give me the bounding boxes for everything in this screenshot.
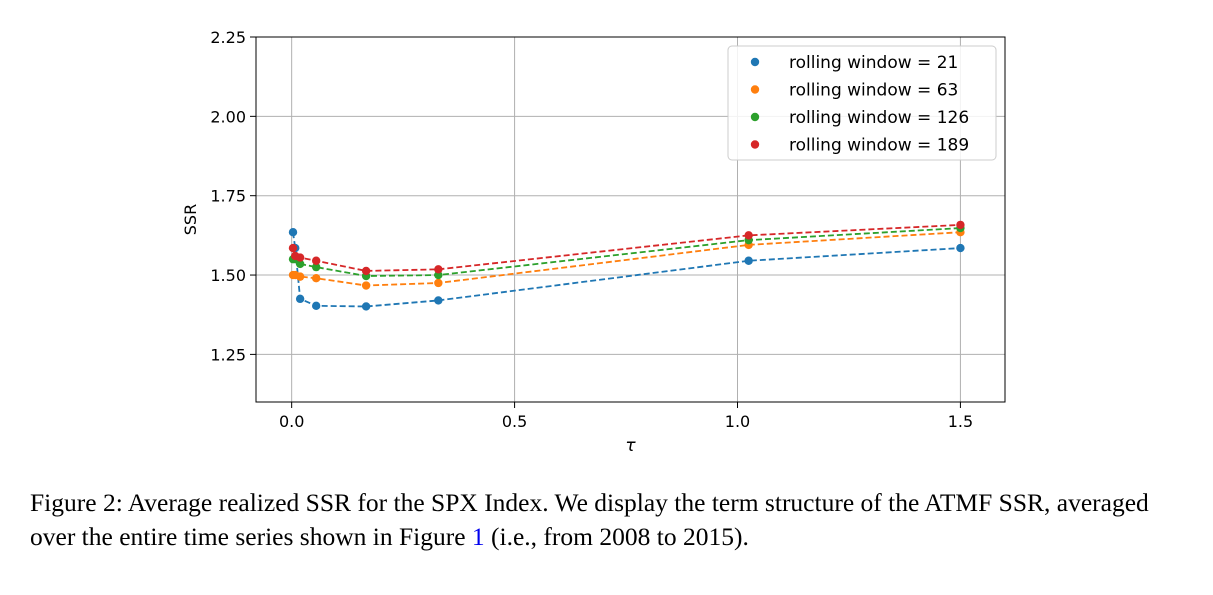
data-point [311, 301, 321, 311]
series-4 [288, 220, 965, 276]
legend-label: rolling window = 21 [789, 53, 958, 73]
data-point [311, 274, 321, 283]
legend: rolling window = 21 rolling window = 63 ro… [727, 45, 997, 161]
series-2 [288, 227, 965, 290]
figure-caption: Figure 2: Average realized SSR for the S… [30, 486, 1190, 554]
x-tick-label: 0.0 [279, 412, 304, 431]
data-point [744, 231, 753, 240]
caption-text-before: Figure 2: Average realized SSR for the S… [30, 488, 1149, 551]
series-layer [288, 220, 965, 311]
caption-text-after: (i.e., from 2008 to 2015). [484, 522, 749, 551]
series-line [292, 224, 961, 272]
legend-item: rolling window = 21 [750, 53, 958, 73]
plot-area-frame [255, 36, 1006, 403]
legend-marker [750, 112, 760, 122]
x-tick-label: 0.5 [502, 412, 527, 431]
legend-marker [750, 57, 760, 67]
legend-marker [750, 140, 760, 149]
y-tick-label: 1.25 [210, 345, 246, 364]
series-3 [288, 223, 965, 281]
legend-item: rolling window = 63 [750, 81, 958, 101]
y-tick-label: 2.25 [210, 28, 246, 47]
ssr-chart: 0.0 0.5 1.0 1.5 1.25 1.50 1.75 2.00 2.25 τ SSR r… [181, 28, 1006, 456]
x-axis-label: τ [625, 436, 636, 456]
legend-marker [750, 85, 760, 94]
series-line [293, 231, 961, 287]
data-point [288, 243, 298, 253]
legend-label: rolling window = 189 [789, 136, 969, 156]
y-axis-label: SSR [181, 204, 200, 235]
x-tick-label: 1.0 [725, 412, 750, 431]
axes: 0.0 0.5 1.0 1.5 1.25 1.50 1.75 2.00 2.25 [210, 28, 973, 431]
data-point [295, 253, 305, 262]
data-point [311, 256, 321, 265]
data-point [295, 294, 305, 304]
legend-item: rolling window = 189 [750, 136, 969, 156]
data-point [361, 266, 371, 276]
figure-reference-link[interactable]: 1 [471, 522, 485, 551]
data-point [361, 281, 371, 290]
data-point [295, 259, 305, 269]
series-line [293, 227, 961, 277]
legend-label: rolling window = 63 [789, 81, 958, 101]
data-point [434, 278, 443, 288]
data-point [434, 265, 443, 274]
legend-label: rolling window = 126 [789, 108, 969, 128]
y-tick-label: 1.75 [210, 187, 246, 206]
data-point [956, 220, 965, 230]
y-tick-label: 2.00 [210, 107, 246, 126]
legend-box [727, 45, 997, 161]
data-point [311, 262, 321, 272]
data-point [361, 302, 371, 311]
series-line [292, 232, 961, 308]
legend-item: rolling window = 126 [750, 108, 969, 128]
x-tick-label: 1.5 [948, 412, 973, 431]
data-point [295, 272, 305, 281]
data-point [744, 256, 753, 265]
series-1 [288, 227, 965, 311]
data-point [956, 243, 965, 253]
data-point [434, 296, 443, 305]
y-tick-label: 1.50 [210, 266, 246, 285]
data-point [288, 227, 298, 237]
